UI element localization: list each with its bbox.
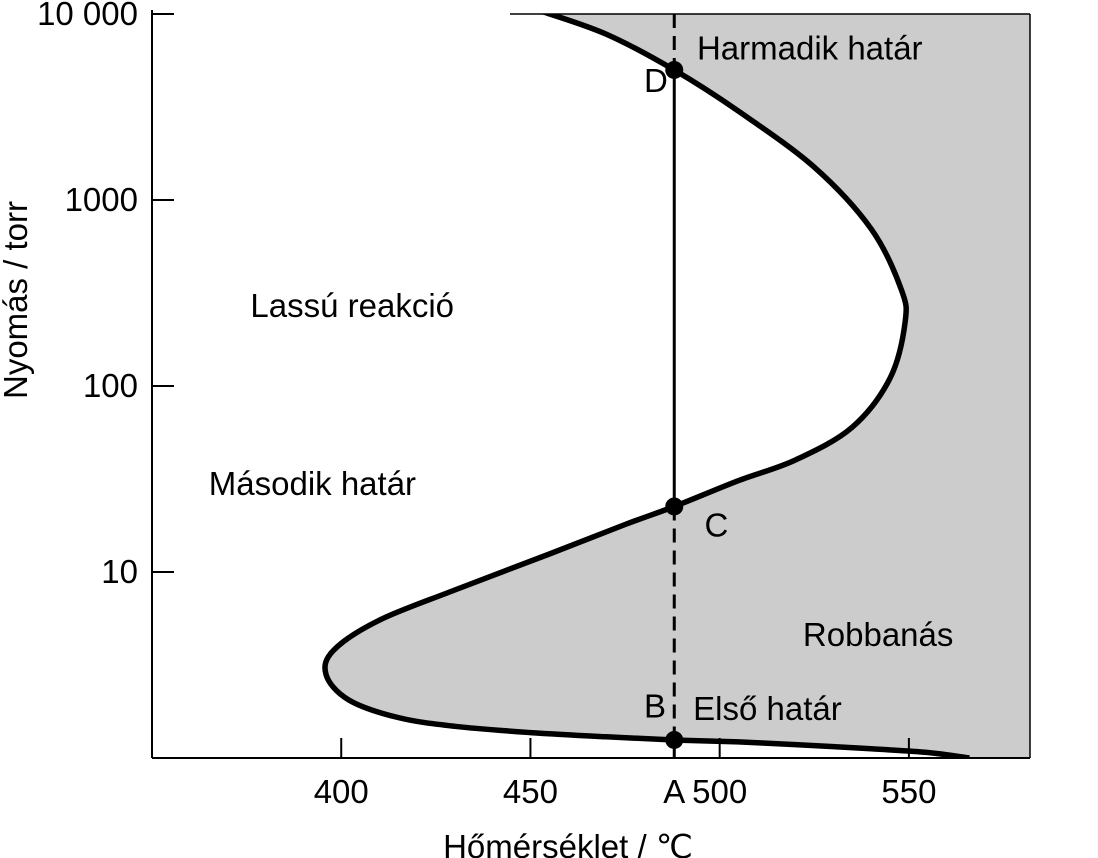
- point-b: [665, 730, 684, 749]
- x-axis-title: Hőmérséklet / ℃: [443, 828, 693, 858]
- points-layer: [665, 60, 684, 749]
- point-d: [665, 60, 684, 79]
- x-tick-label: 400: [314, 773, 369, 810]
- x-tick-label: 550: [881, 773, 936, 810]
- explosion-region: [324, 14, 1030, 758]
- annotation-0: Harmadik határ: [697, 29, 923, 66]
- axes-layer: 10 100 1000 10 000 400 450 A 500 550: [37, 0, 1031, 810]
- regions-layer: [324, 14, 1030, 758]
- annotation-5: Robbanás: [803, 616, 953, 653]
- annotation-3: Második határ: [209, 465, 416, 502]
- x-tick-label: A: [663, 773, 685, 810]
- y-tick-label: 10 000: [37, 0, 138, 32]
- y-tick-label: 1000: [65, 181, 138, 218]
- annotation-7: Első határ: [693, 690, 842, 727]
- annotation-1: D: [644, 62, 668, 99]
- point-c: [665, 497, 684, 516]
- annotations-layer: Harmadik határ D Lassú reakció Második hatá…: [209, 29, 954, 727]
- annotation-6: B: [644, 688, 666, 725]
- y-axis-title: Nyomás / torr: [0, 201, 34, 399]
- y-tick-label: 100: [83, 367, 138, 404]
- y-tick-label: 10: [101, 553, 138, 590]
- x-tick-label: 450: [503, 773, 558, 810]
- annotation-2: Lassú reakció: [250, 287, 454, 324]
- x-tick-label: 500: [692, 773, 747, 810]
- annotation-4: C: [705, 507, 729, 544]
